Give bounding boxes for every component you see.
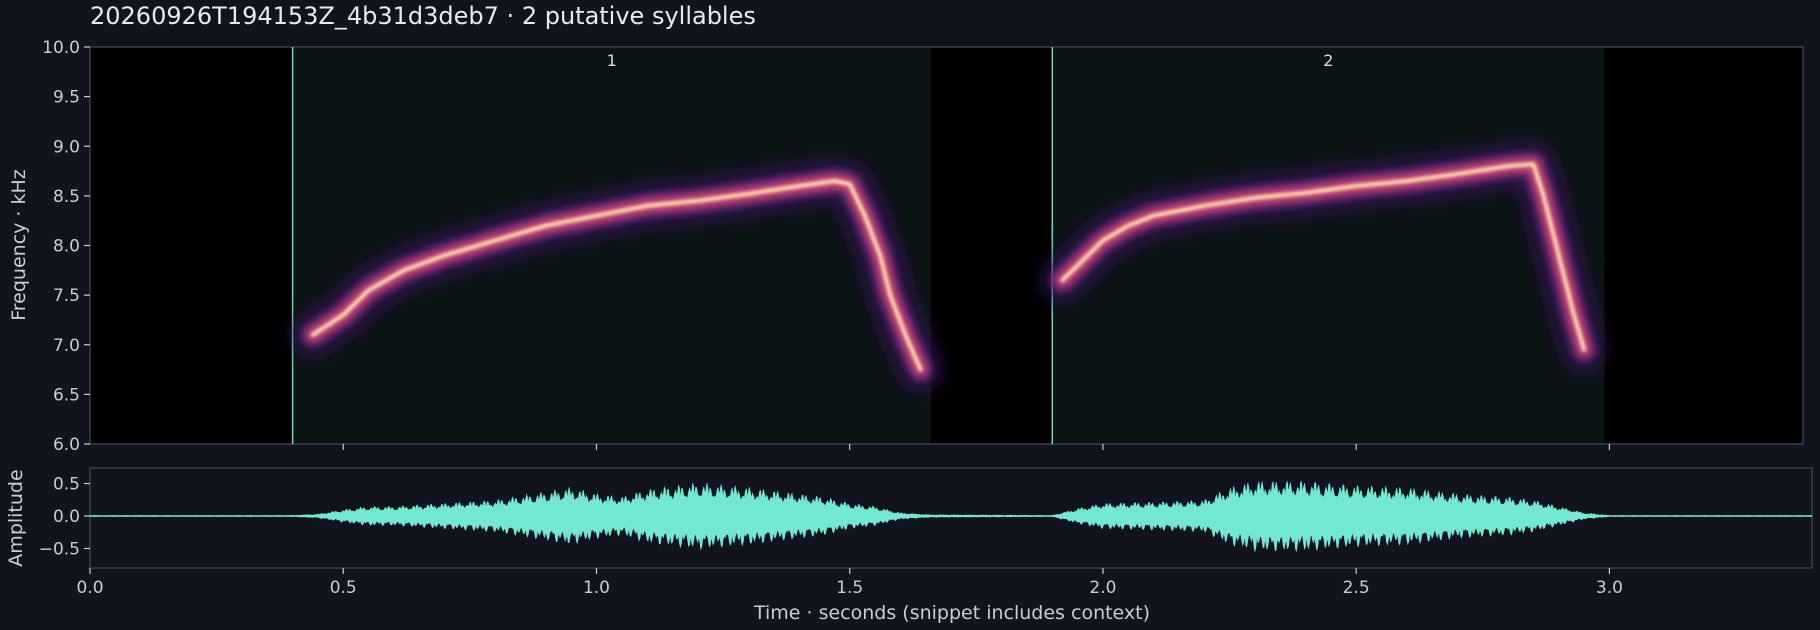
y-tick-label: 10.0	[42, 38, 80, 58]
y-tick-label: 0.0	[53, 507, 80, 527]
y-tick-label: 6.0	[53, 435, 80, 455]
x-axis-label: Time · seconds (snippet includes context…	[753, 602, 1150, 624]
x-tick-label: 1.5	[836, 578, 863, 598]
waveform-y-axis: −0.5 0.0 0.5	[39, 475, 90, 560]
waveform-x-axis: 0.0 0.5 1.0 1.5 2.0 2.5 3.0	[76, 568, 1623, 598]
syllable-region	[292, 48, 931, 443]
y-tick-label: 8.5	[53, 187, 80, 207]
x-tick-label: 0.5	[330, 578, 357, 598]
y-tick-label: 9.0	[53, 137, 80, 157]
syllable-label: 2	[1323, 51, 1333, 70]
y-tick-label: 8.0	[53, 237, 80, 257]
contour-core	[310, 179, 923, 372]
contour-core	[1060, 162, 1587, 352]
waveform-panel: −0.5 0.0 0.5 0.0 0.5 1.0 1.5 2.0 2.5 3.0 Amplitu…	[5, 467, 1813, 624]
y-tick-label: 7.5	[53, 286, 80, 306]
syllable-1: 1	[291, 47, 942, 444]
syllable-region	[1052, 48, 1605, 443]
x-tick-label: 2.0	[1089, 578, 1116, 598]
y-tick-label: 0.5	[53, 475, 80, 495]
x-tick-label: 1.0	[583, 578, 610, 598]
chart-title: 20260926T194153Z_4b31d3deb7 · 2 putative…	[90, 2, 756, 30]
y-tick-label: 6.5	[53, 385, 80, 405]
syllable-2: 2	[1041, 47, 1606, 444]
spectrogram-y-axis-label: Frequency · kHz	[8, 169, 30, 321]
spectrogram-y-axis: 6.0 6.5 7.0 7.5 8.0 8.5 9.0 9.5 10.0	[42, 38, 90, 455]
spectrogram-x-ticks	[342, 444, 1611, 450]
y-tick-label: 9.5	[53, 88, 80, 108]
x-tick-label: 2.5	[1343, 578, 1370, 598]
y-tick-label: 7.0	[53, 336, 80, 356]
syllable-label: 1	[607, 51, 617, 70]
waveform-y-axis-label: Amplitude	[5, 469, 27, 566]
x-tick-label: 0.0	[76, 578, 103, 598]
y-tick-label: −0.5	[39, 540, 80, 560]
x-tick-label: 3.0	[1596, 578, 1623, 598]
